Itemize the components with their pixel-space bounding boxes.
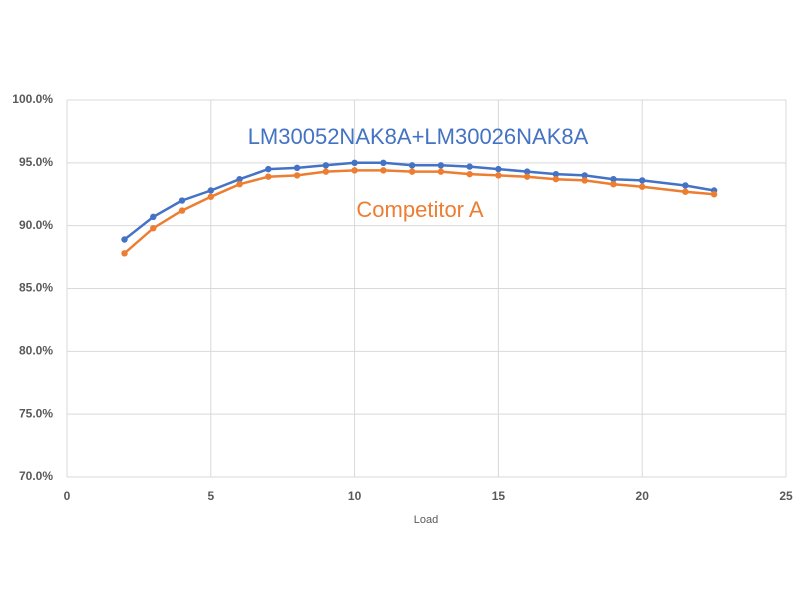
data-point <box>178 197 186 204</box>
data-point <box>581 172 588 179</box>
data-point <box>466 163 473 170</box>
x-tick-label: 10 <box>348 489 362 503</box>
data-point <box>293 172 301 179</box>
data-point <box>322 162 330 169</box>
y-tick-label: 95.0% <box>19 155 53 169</box>
data-point <box>639 183 646 190</box>
data-point <box>610 175 617 183</box>
y-tick-label: 80.0% <box>19 344 53 358</box>
data-point <box>682 182 689 189</box>
data-point <box>293 164 301 172</box>
data-point <box>380 159 387 167</box>
data-point <box>610 180 617 188</box>
data-point <box>408 168 416 175</box>
y-tick-label: 100.0% <box>12 92 53 106</box>
data-point <box>523 173 531 180</box>
y-tick-label: 75.0% <box>19 406 53 420</box>
data-point <box>552 175 560 183</box>
data-point <box>265 173 272 180</box>
y-tick-label: 70.0% <box>19 469 53 483</box>
x-tick-label: 20 <box>636 489 650 503</box>
data-point <box>351 159 358 167</box>
data-point <box>150 224 157 232</box>
data-point <box>236 175 243 183</box>
x-axis-title: Load <box>414 514 438 526</box>
data-point <box>150 213 157 221</box>
x-tick-label: 0 <box>64 489 71 503</box>
data-point <box>178 207 186 214</box>
data-point <box>121 236 128 243</box>
y-tick-label: 85.0% <box>19 281 53 295</box>
data-point <box>236 180 243 188</box>
data-point <box>207 193 214 200</box>
data-point <box>121 250 128 257</box>
data-point <box>466 170 473 178</box>
data-point <box>523 168 531 175</box>
data-point <box>581 177 588 184</box>
data-point <box>552 170 560 178</box>
data-point <box>265 165 272 173</box>
data-point <box>710 191 718 198</box>
data-point <box>639 177 646 184</box>
data-point <box>682 188 689 195</box>
data-point <box>322 168 330 175</box>
data-point <box>207 187 214 194</box>
x-tick-label: 5 <box>207 489 214 503</box>
x-tick-label: 25 <box>779 489 793 503</box>
data-point <box>380 167 387 174</box>
series-label: Competitor A <box>356 197 483 222</box>
series-label: LM30052NAK8A+LM30026NAK8A <box>248 124 589 149</box>
data-point <box>437 168 445 175</box>
data-point <box>495 172 502 179</box>
data-point <box>495 165 502 173</box>
data-point <box>351 167 358 174</box>
x-tick-label: 15 <box>492 489 506 503</box>
y-tick-label: 90.0% <box>19 218 53 232</box>
data-point <box>437 162 445 169</box>
data-point <box>408 162 416 169</box>
